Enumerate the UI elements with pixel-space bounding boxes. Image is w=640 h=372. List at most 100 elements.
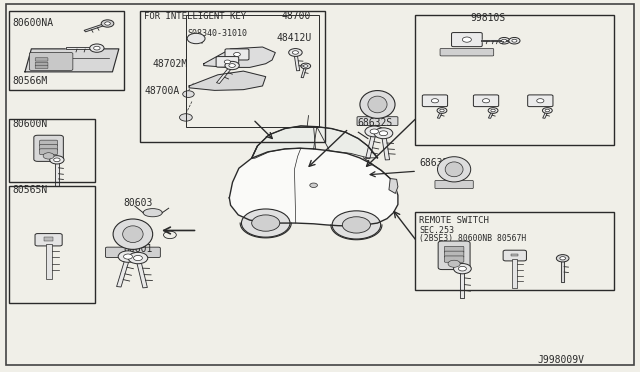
Bar <box>140 11 325 141</box>
Circle shape <box>502 39 507 42</box>
FancyBboxPatch shape <box>527 95 553 107</box>
Polygon shape <box>229 148 398 226</box>
Circle shape <box>440 109 444 112</box>
Circle shape <box>431 99 438 103</box>
Text: 48700A: 48700A <box>145 86 180 96</box>
Polygon shape <box>294 54 300 71</box>
FancyBboxPatch shape <box>452 33 482 46</box>
Text: 68632S: 68632S <box>357 118 392 128</box>
FancyBboxPatch shape <box>435 180 473 189</box>
FancyBboxPatch shape <box>35 62 48 65</box>
Bar <box>45 244 52 279</box>
Polygon shape <box>25 49 119 72</box>
FancyBboxPatch shape <box>422 95 447 107</box>
Text: 80565N: 80565N <box>12 185 47 195</box>
Polygon shape <box>488 112 493 118</box>
Polygon shape <box>365 134 376 159</box>
FancyBboxPatch shape <box>503 250 527 261</box>
Ellipse shape <box>360 90 395 118</box>
Circle shape <box>462 37 472 42</box>
Circle shape <box>543 108 552 113</box>
Circle shape <box>101 20 114 27</box>
Circle shape <box>43 153 54 159</box>
Text: (2BSE3) 80600NB 80567H: (2BSE3) 80600NB 80567H <box>419 234 526 243</box>
Bar <box>415 15 614 145</box>
Circle shape <box>124 254 132 259</box>
FancyBboxPatch shape <box>440 48 493 56</box>
Polygon shape <box>437 112 442 118</box>
Polygon shape <box>204 47 275 67</box>
Polygon shape <box>561 260 564 282</box>
Circle shape <box>241 209 290 237</box>
Circle shape <box>93 46 100 50</box>
Bar <box>9 11 124 90</box>
FancyBboxPatch shape <box>40 149 58 155</box>
Ellipse shape <box>123 226 143 243</box>
Circle shape <box>118 251 138 262</box>
Circle shape <box>187 33 205 44</box>
Polygon shape <box>481 40 501 41</box>
Text: 68632SA: 68632SA <box>419 158 460 168</box>
Circle shape <box>128 252 148 264</box>
Text: SEC.253: SEC.253 <box>419 226 454 235</box>
Polygon shape <box>317 127 378 158</box>
FancyBboxPatch shape <box>35 58 48 61</box>
Circle shape <box>488 108 498 113</box>
FancyBboxPatch shape <box>216 57 239 67</box>
Circle shape <box>179 114 192 121</box>
Bar <box>511 253 518 256</box>
FancyBboxPatch shape <box>40 144 58 150</box>
Text: S08340-31010: S08340-31010 <box>187 29 247 38</box>
Polygon shape <box>66 47 93 49</box>
Circle shape <box>448 260 460 267</box>
Polygon shape <box>116 259 129 287</box>
Circle shape <box>380 131 388 136</box>
Polygon shape <box>491 40 511 41</box>
Circle shape <box>225 61 239 70</box>
FancyBboxPatch shape <box>35 234 62 246</box>
Circle shape <box>332 211 381 239</box>
Text: 80600N: 80600N <box>12 119 47 129</box>
FancyBboxPatch shape <box>35 65 48 68</box>
FancyBboxPatch shape <box>474 95 499 107</box>
Bar <box>44 237 53 241</box>
FancyBboxPatch shape <box>225 49 249 60</box>
Text: 80566M: 80566M <box>12 77 47 86</box>
Text: 48412U: 48412U <box>276 33 312 43</box>
Polygon shape <box>84 24 106 32</box>
Circle shape <box>303 65 308 67</box>
Circle shape <box>545 109 550 112</box>
Circle shape <box>560 257 566 260</box>
Circle shape <box>499 38 510 44</box>
Circle shape <box>537 99 544 103</box>
Circle shape <box>105 22 110 25</box>
Bar <box>513 259 517 288</box>
Polygon shape <box>301 67 307 78</box>
FancyBboxPatch shape <box>438 241 470 270</box>
FancyBboxPatch shape <box>34 135 63 161</box>
Text: FOR INTELLIGENT KEY: FOR INTELLIGENT KEY <box>145 12 246 21</box>
Ellipse shape <box>143 209 163 217</box>
Circle shape <box>342 217 371 233</box>
Text: (2): (2) <box>190 36 205 45</box>
Circle shape <box>512 39 517 42</box>
FancyBboxPatch shape <box>357 117 398 126</box>
Circle shape <box>292 51 298 54</box>
Circle shape <box>370 129 378 134</box>
Polygon shape <box>55 162 58 186</box>
Text: 80600NA: 80600NA <box>12 18 53 28</box>
Circle shape <box>134 256 142 261</box>
FancyBboxPatch shape <box>106 247 161 257</box>
Circle shape <box>310 183 317 187</box>
Circle shape <box>182 91 194 97</box>
Polygon shape <box>252 126 316 158</box>
Circle shape <box>90 44 104 52</box>
Circle shape <box>224 60 230 64</box>
Polygon shape <box>189 71 266 90</box>
Text: 99810S: 99810S <box>470 13 506 23</box>
Text: 48700: 48700 <box>282 11 311 21</box>
Circle shape <box>365 126 383 137</box>
Polygon shape <box>136 261 147 288</box>
Circle shape <box>491 109 495 112</box>
FancyBboxPatch shape <box>444 251 464 257</box>
